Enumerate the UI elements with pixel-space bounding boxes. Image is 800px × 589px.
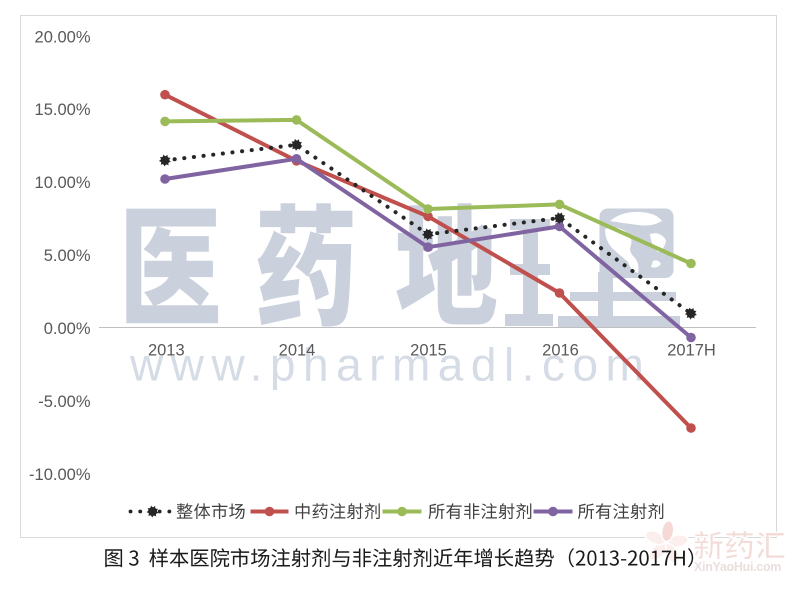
svg-text:2016: 2016 <box>542 342 579 360</box>
svg-text:2017H: 2017H <box>667 342 716 360</box>
svg-text:20.00%: 20.00% <box>35 28 91 46</box>
svg-text:-5.00%: -5.00% <box>38 393 91 411</box>
svg-text:2013: 2013 <box>148 342 185 360</box>
svg-text:10.00%: 10.00% <box>35 174 91 192</box>
svg-text:-10.00%: -10.00% <box>29 466 91 484</box>
svg-text:www.pharmadl.com: www.pharmadl.com <box>129 339 651 391</box>
svg-text:5.00%: 5.00% <box>44 247 91 265</box>
svg-text:0.00%: 0.00% <box>44 320 91 338</box>
svg-text:XinYaoHui.com: XinYaoHui.com <box>694 560 781 574</box>
svg-text:15.00%: 15.00% <box>35 101 91 119</box>
svg-text:2015: 2015 <box>410 342 447 360</box>
svg-text:2014: 2014 <box>279 342 316 360</box>
